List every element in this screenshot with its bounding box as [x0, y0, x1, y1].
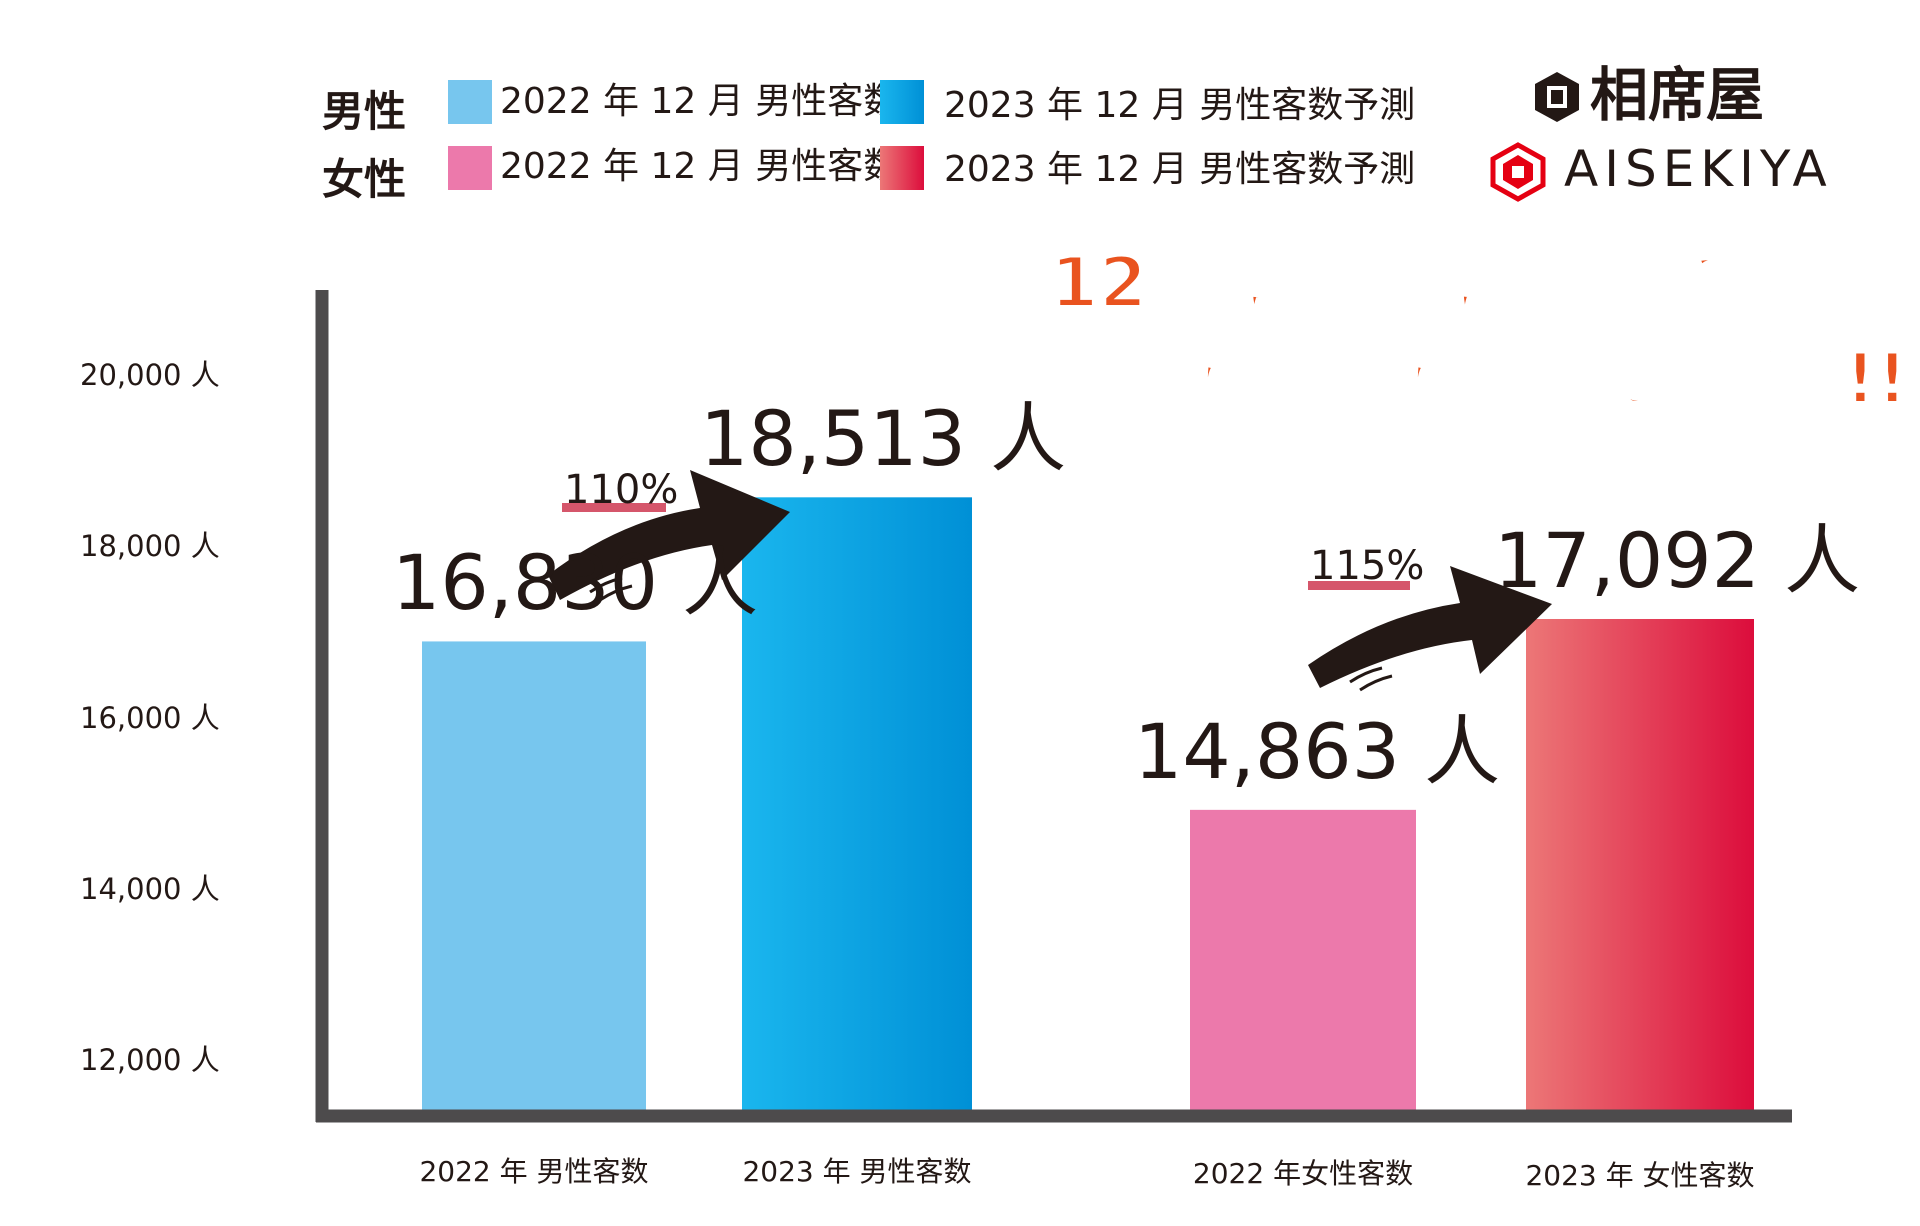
headline-line-2: 大盛り上がり間違いなし !!	[1048, 338, 1910, 420]
logo-japanese: 相席屋	[1590, 61, 1765, 129]
x-category-label: 2022 年女性客数	[1192, 1157, 1414, 1190]
legend-male-heading: 男性	[322, 87, 407, 136]
value-label-female-2022: 14,863 人	[1134, 706, 1501, 796]
headline-line-1: 12 月は年末に向けて	[1048, 242, 1734, 324]
growth-arrow-female-icon	[1308, 566, 1552, 692]
y-tick-label: 16,000 人	[80, 700, 220, 735]
legend-label-male-2023: 2023 年 12 月 男性客数予測	[944, 85, 1416, 126]
legend-label-female-2022: 2022 年 12 月 男性客数	[500, 146, 900, 187]
bar-female-2022	[1190, 809, 1416, 1110]
growth-underline-male	[562, 503, 666, 512]
growth-percent-female: 115%	[1310, 543, 1425, 589]
growth-arrow-male-icon	[548, 470, 790, 602]
y-tick-label: 20,000 人	[80, 358, 220, 392]
y-tick-label: 14,000 人	[80, 871, 220, 906]
logo-english: AISEKIYA	[1564, 140, 1833, 198]
value-label-female-2023: 17,092 人	[1494, 515, 1861, 605]
x-category-label: 2023 年 女性客数	[1525, 1159, 1755, 1192]
y-tick-label: 12,000 人	[80, 1043, 220, 1077]
legend-label-male-2022: 2022 年 12 月 男性客数	[500, 81, 900, 122]
legend-swatch-male-2023	[880, 80, 924, 124]
aisekiya-emblem-icon	[1490, 142, 1546, 202]
legend-label-female-2023: 2023 年 12 月 男性客数予測	[944, 149, 1416, 190]
value-label-male-2023: 18,513 人	[700, 394, 1067, 484]
aisekiya-seal-icon	[1535, 72, 1579, 122]
x-category-label: 2023 年 男性客数	[742, 1155, 972, 1188]
legend-swatch-female-2022	[448, 146, 492, 190]
value-label-male-2022: 16,830 人	[392, 538, 759, 628]
bar-male-2022	[422, 641, 646, 1110]
growth-percent-male: 110%	[564, 467, 679, 513]
legend-female-heading: 女性	[322, 155, 407, 204]
growth-underline-female	[1308, 581, 1410, 590]
y-tick-label: 18,000 人	[80, 529, 220, 564]
bar-male-2023	[742, 497, 972, 1111]
legend-swatch-male-2022	[448, 80, 492, 124]
x-category-label: 2022 年 男性客数	[419, 1155, 649, 1188]
legend-swatch-female-2023	[880, 146, 924, 190]
bar-female-2023	[1526, 618, 1754, 1110]
